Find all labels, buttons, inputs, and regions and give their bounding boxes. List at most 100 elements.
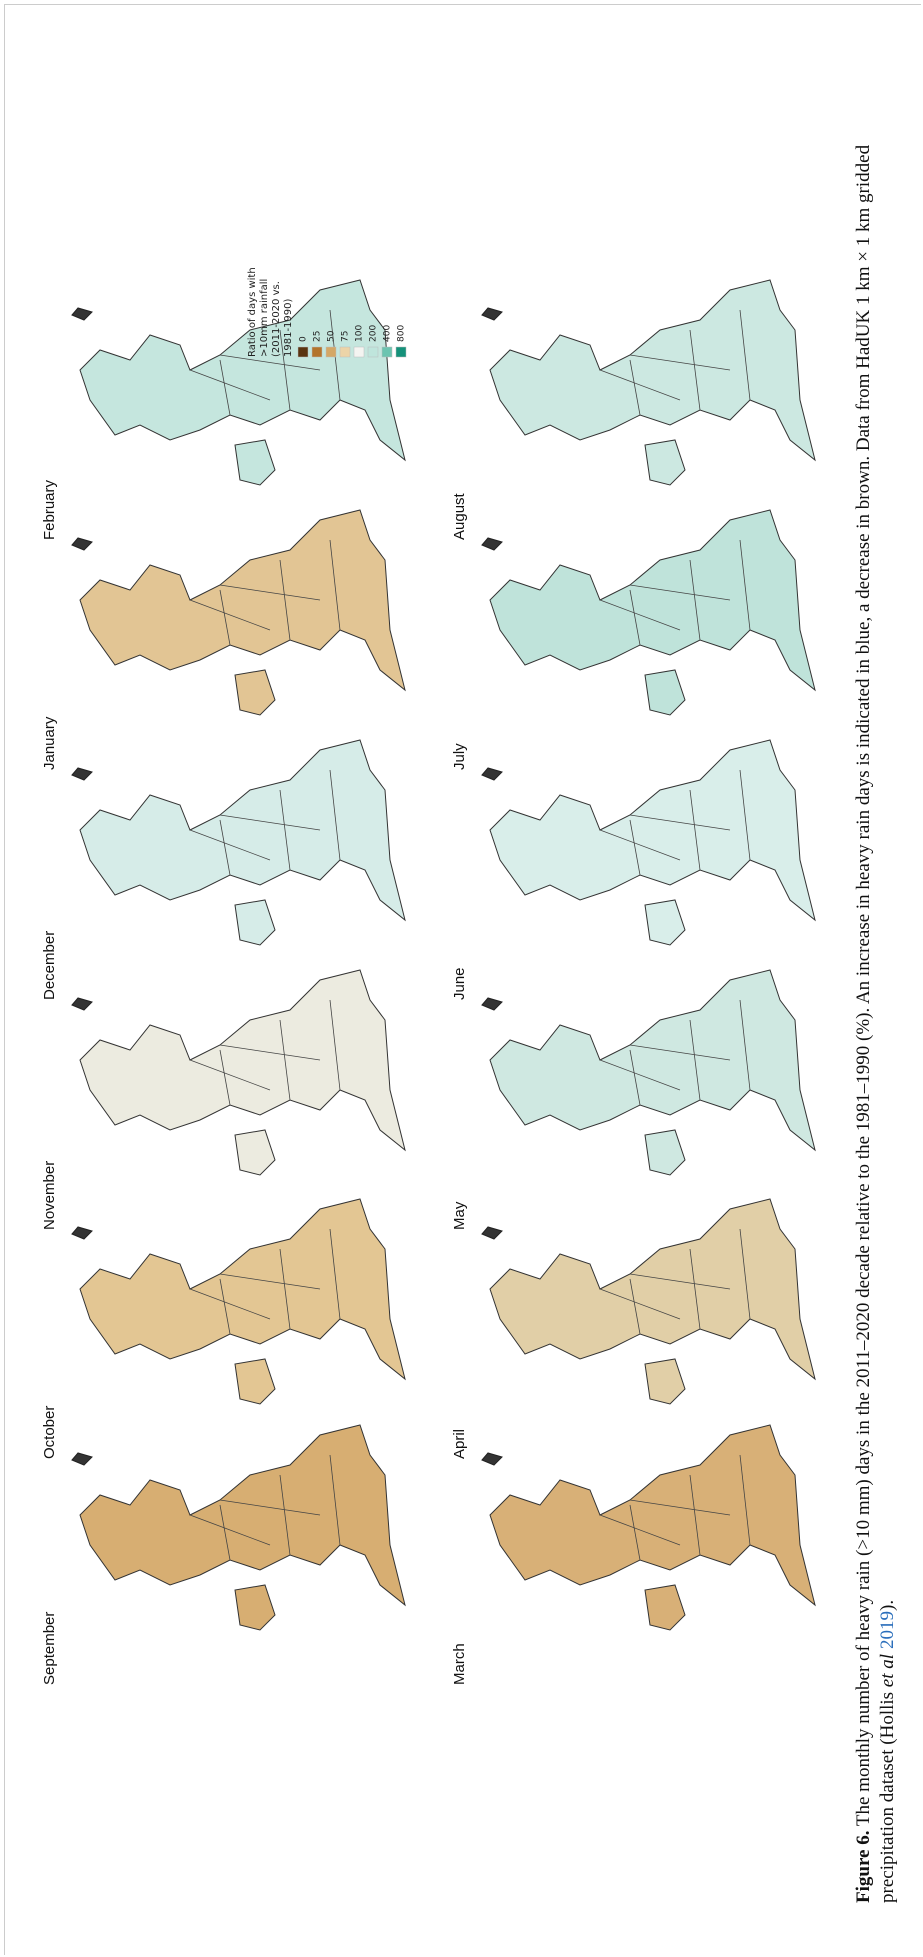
shetland	[481, 767, 503, 781]
shetland	[71, 997, 93, 1011]
map-panel: January	[41, 509, 406, 770]
map-boundaries	[189, 769, 341, 876]
uk-map	[481, 509, 816, 716]
legend-swatch	[367, 346, 379, 358]
map-panel: August	[451, 279, 816, 540]
legend-title: Ratio of days with	[247, 267, 258, 357]
figure-caption: Figure 6. The monthly number of heavy ra…	[852, 83, 900, 1903]
caption-label: Figure 6.	[853, 1830, 874, 1903]
month-label: September	[41, 1612, 58, 1685]
map-boundaries	[599, 1228, 751, 1335]
map-region	[79, 1198, 406, 1381]
map-panel: February	[41, 279, 406, 540]
legend-label: 200	[369, 325, 379, 342]
map-region	[234, 439, 276, 486]
legend-label: 800	[397, 325, 407, 342]
map-region	[489, 279, 816, 462]
map-panel: March	[451, 1424, 816, 1685]
shetland	[71, 537, 93, 551]
uk-map	[481, 739, 816, 946]
uk-map	[71, 739, 406, 946]
month-label: July	[451, 743, 468, 770]
month-label: May	[451, 1201, 468, 1230]
map-region	[489, 1198, 816, 1381]
shetland	[481, 1452, 503, 1466]
legend: Ratio of days with >10mm rainfall (2011-20…	[247, 267, 407, 358]
uk-map	[71, 279, 406, 486]
map-region	[79, 1424, 406, 1607]
map-region	[79, 739, 406, 922]
month-label: November	[41, 1161, 58, 1230]
uk-map	[71, 509, 406, 716]
map-region	[234, 899, 276, 946]
map-boundaries	[599, 1454, 751, 1561]
map-region	[234, 1129, 276, 1176]
map-region	[644, 439, 686, 486]
uk-map	[71, 1198, 406, 1405]
map-panel: June	[451, 739, 816, 1000]
uk-map	[71, 1424, 406, 1631]
shetland	[481, 997, 503, 1011]
map-panel: September	[41, 1424, 406, 1685]
map-region	[489, 1424, 816, 1607]
legend-swatch	[395, 346, 407, 358]
map-region	[489, 739, 816, 922]
legend-swatch	[325, 346, 337, 358]
shetland	[481, 1226, 503, 1240]
legend-label: 75	[341, 331, 351, 342]
map-panel: April	[451, 1198, 816, 1459]
legend-swatch	[353, 346, 365, 358]
map-region	[489, 969, 816, 1152]
shetland	[71, 1226, 93, 1240]
legend-label: 50	[327, 330, 337, 342]
map-panel: December	[41, 739, 406, 1000]
figure-panels: September October November December January F…	[41, 267, 816, 1685]
map-region	[79, 509, 406, 692]
shetland	[71, 1452, 93, 1466]
month-label: August	[451, 492, 468, 540]
uk-map	[481, 969, 816, 1176]
citation-link[interactable]: 2019	[877, 1610, 898, 1649]
month-label: April	[451, 1429, 468, 1459]
legend-swatch	[339, 346, 351, 358]
map-region	[234, 1358, 276, 1405]
shetland	[481, 307, 503, 321]
caption-italic: et al	[877, 1653, 898, 1688]
map-boundaries	[599, 999, 751, 1106]
legend-label: 0	[299, 336, 309, 342]
legend-label: 100	[355, 325, 365, 342]
map-region	[644, 1358, 686, 1405]
uk-map	[481, 1424, 816, 1631]
caption-end: ).	[877, 1599, 898, 1611]
map-boundaries	[189, 999, 341, 1106]
uk-map	[481, 279, 816, 486]
uk-map	[71, 969, 406, 1176]
map-region	[489, 509, 816, 692]
legend-swatch	[297, 346, 309, 358]
map-region	[79, 969, 406, 1152]
map-region	[644, 899, 686, 946]
map-boundaries	[189, 1228, 341, 1335]
map-region	[234, 1584, 276, 1631]
legend-label: 400	[383, 325, 393, 342]
month-label: December	[41, 931, 58, 1000]
map-panel: July	[451, 509, 816, 770]
map-region	[234, 669, 276, 716]
legend-title: (2011-2020 vs.	[271, 281, 282, 357]
map-region	[644, 1584, 686, 1631]
map-boundaries	[599, 539, 751, 646]
shetland	[71, 767, 93, 781]
shetland	[71, 307, 93, 321]
legend-swatch	[311, 346, 323, 358]
map-boundaries	[599, 769, 751, 876]
legend-title: 1981-1990)	[283, 298, 294, 357]
month-label: February	[41, 479, 58, 540]
shetland	[481, 537, 503, 551]
month-label: March	[451, 1643, 468, 1685]
map-boundaries	[189, 1454, 341, 1561]
legend-label: 25	[313, 331, 323, 342]
page-frame	[4, 4, 921, 1955]
month-label: June	[451, 967, 468, 1000]
